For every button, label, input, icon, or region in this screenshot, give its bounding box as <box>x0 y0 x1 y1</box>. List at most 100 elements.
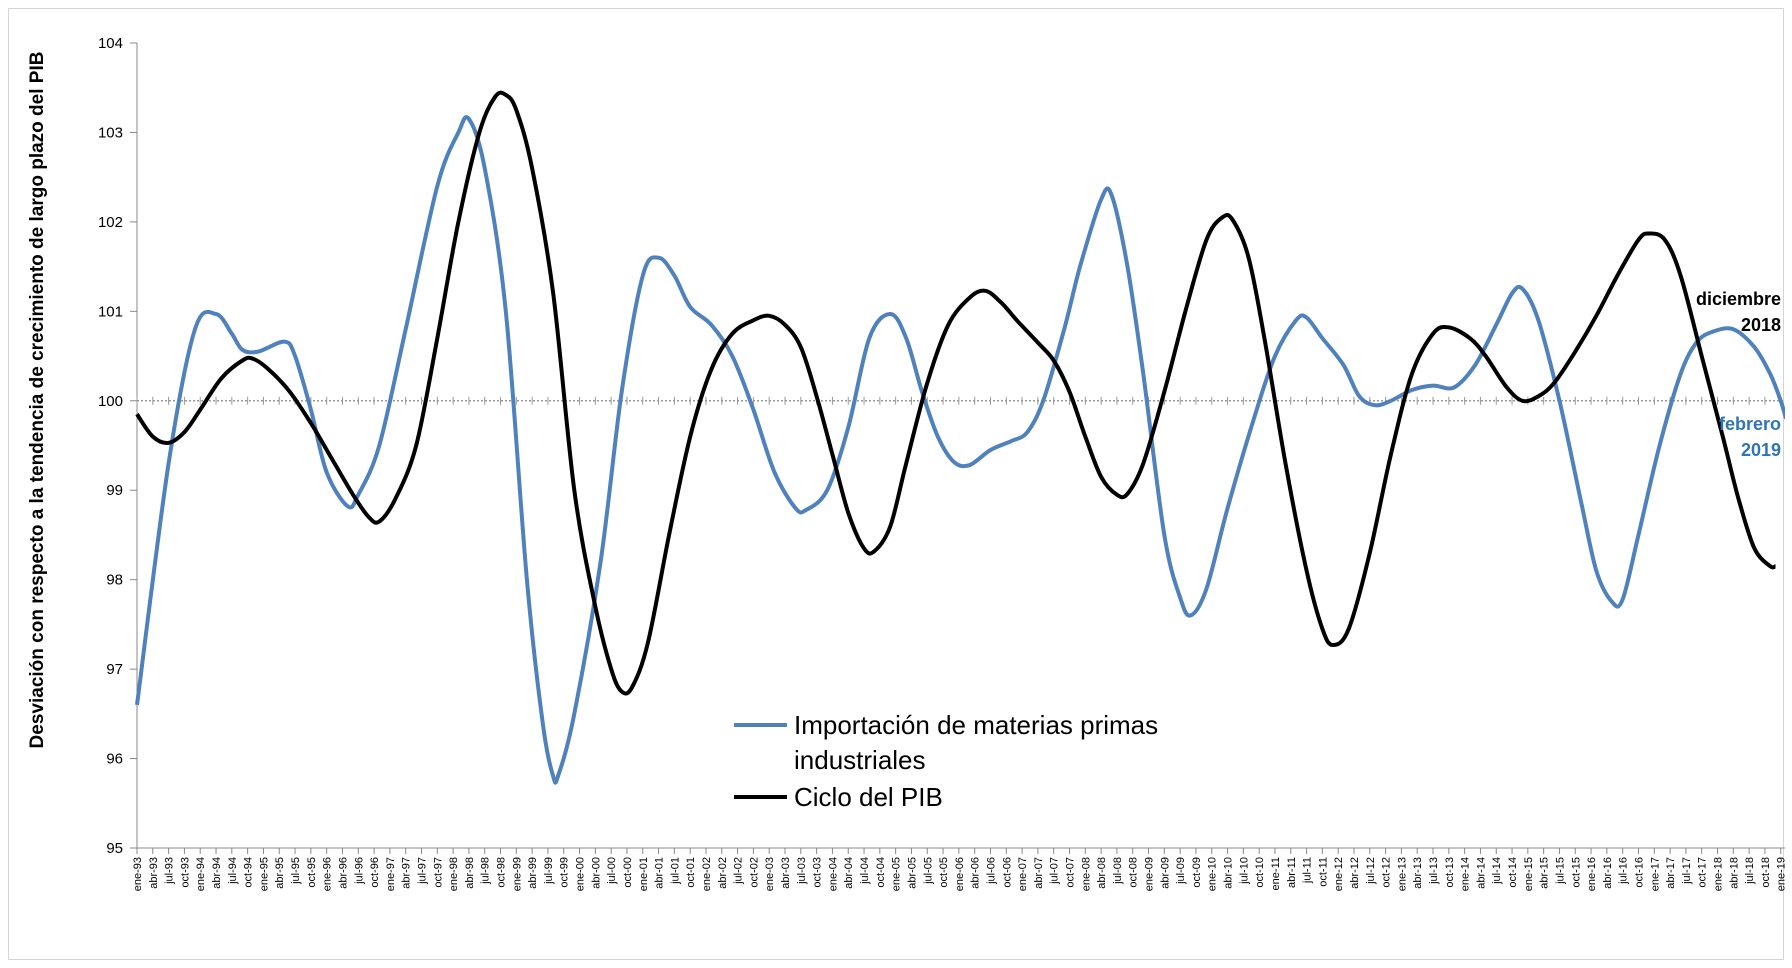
x-tick-label: oct-06 <box>1001 857 1013 888</box>
x-tick-label: oct-16 <box>1633 857 1645 888</box>
y-tick-label: 98 <box>106 572 123 589</box>
x-tick-label: abr-12 <box>1349 857 1361 889</box>
x-tick-label: ene-17 <box>1649 857 1661 891</box>
chart-frame: 95 96 97 98 99 100 101 102 103 104 ene-93 abr-93 ju… <box>8 8 1785 960</box>
x-tick-label: jul-96 <box>353 857 365 885</box>
x-tick-label: oct-99 <box>559 857 571 888</box>
x-tick-label: oct-05 <box>938 857 950 888</box>
x-tick-label: ene-00 <box>575 857 587 891</box>
x-tick-label: ene-98 <box>448 857 460 891</box>
legend-label-importacion: Importación de materias primas <box>794 710 1158 740</box>
x-tick-label: ene-08 <box>1080 857 1092 891</box>
x-tick-label: abr-93 <box>148 857 160 889</box>
annotation-febrero: febrero <box>1719 414 1781 434</box>
y-tick-label: 99 <box>106 482 123 499</box>
x-tick-label: abr-16 <box>1602 857 1614 889</box>
x-tick-label: jul-11 <box>1302 857 1314 884</box>
x-tick-label: jul-02 <box>733 857 745 885</box>
y-axis-title: Desviación con respecto a la tendencia d… <box>27 52 48 749</box>
y-tick-label: 100 <box>98 393 123 410</box>
x-tick-label: jul-04 <box>859 857 871 885</box>
x-tick-label: ene-18 <box>1713 857 1725 891</box>
x-tick-label: jul-14 <box>1491 857 1503 885</box>
x-tick-label: jul-12 <box>1365 857 1377 885</box>
x-tick-label: oct-07 <box>1065 857 1077 888</box>
x-tick-label: abr-00 <box>590 857 602 889</box>
x-tick-label: ene-12 <box>1333 857 1345 891</box>
x-tick-label: abr-99 <box>527 857 539 889</box>
x-tick-label: oct-94 <box>243 857 255 888</box>
y-tick-label: 103 <box>98 124 123 141</box>
x-tick-label: oct-12 <box>1381 857 1393 888</box>
line-chart: 95 96 97 98 99 100 101 102 103 104 ene-93 abr-93 ju… <box>27 35 1785 891</box>
x-tick-label: oct-95 <box>306 857 318 888</box>
series-lines <box>135 90 1785 785</box>
x-tick-label: abr-96 <box>337 857 349 889</box>
x-tick-label: jul-97 <box>416 857 428 885</box>
x-tick-label: jul-98 <box>480 857 492 885</box>
x-tick-label: jul-03 <box>796 857 808 885</box>
x-tick-label: jul-95 <box>290 857 302 885</box>
x-tick-label: abr-13 <box>1412 857 1424 889</box>
y-tick-label: 102 <box>98 214 123 231</box>
x-tick-label: ene-14 <box>1460 857 1472 891</box>
annotation-2019: 2019 <box>1741 440 1781 460</box>
x-tick-label: jul-08 <box>1112 857 1124 885</box>
series-line-ciclo-pib <box>135 90 1777 696</box>
x-tick-label: abr-10 <box>1223 857 1235 889</box>
x-tick-label: jul-16 <box>1618 857 1630 885</box>
x-tick-label: jul-15 <box>1554 857 1566 885</box>
x-tick-label: abr-02 <box>717 857 729 889</box>
annotation-diciembre-2018: diciembre 2018 <box>1696 289 1781 335</box>
x-tick-label: abr-11 <box>1286 857 1298 888</box>
x-tick-label: abr-17 <box>1665 857 1677 889</box>
x-tick-label: ene-09 <box>1144 857 1156 891</box>
x-tick-label: jul-01 <box>669 857 681 885</box>
x-tick-label: ene-11 <box>1270 857 1282 890</box>
x-tick-label: ene-07 <box>1017 857 1029 891</box>
x-tick-label: abr-18 <box>1728 857 1740 889</box>
x-tick-label: oct-04 <box>875 857 887 888</box>
x-tick-label: jul-00 <box>606 857 618 885</box>
x-tick-label: jul-07 <box>1049 857 1061 885</box>
annotation-diciembre: diciembre <box>1696 289 1781 309</box>
x-tick-label: abr-04 <box>843 857 855 889</box>
x-tick-label: abr-94 <box>211 857 223 889</box>
x-tick-label: oct-93 <box>179 857 191 888</box>
x-tick-label: ene-13 <box>1396 857 1408 891</box>
x-tick-label: oct-96 <box>369 857 381 888</box>
x-tick-label: ene-10 <box>1207 857 1219 891</box>
x-tick-label: ene-99 <box>511 857 523 891</box>
legend-label-ciclo-pib: Ciclo del PIB <box>794 782 943 812</box>
x-tick-label: oct-01 <box>685 857 697 888</box>
x-tick-label: ene-02 <box>701 857 713 891</box>
x-tick-label: oct-97 <box>432 857 444 888</box>
x-tick-label: ene-97 <box>385 857 397 891</box>
x-tick-label: abr-08 <box>1096 857 1108 889</box>
y-tick-label: 104 <box>98 35 123 52</box>
x-tick-label: oct-02 <box>748 857 760 888</box>
x-tick-label: oct-98 <box>496 857 508 888</box>
x-tick-label: ene-94 <box>195 857 207 891</box>
x-tick-label: ene-04 <box>827 857 839 891</box>
x-tick-label: oct-13 <box>1444 857 1456 888</box>
x-tick-label: abr-05 <box>906 857 918 889</box>
reference-line-100 <box>136 396 1785 405</box>
legend-label-importacion-cont: industriales <box>794 745 926 775</box>
x-tick-label: ene-95 <box>258 857 270 891</box>
x-tick-label: ene-05 <box>891 857 903 891</box>
x-tick-label: ene-03 <box>764 857 776 891</box>
x-tick-label: abr-07 <box>1033 857 1045 889</box>
x-tick-label: oct-10 <box>1254 857 1266 888</box>
x-tick-label: jul-94 <box>227 857 239 885</box>
x-tick-label: abr-06 <box>970 857 982 889</box>
x-tick-label: abr-14 <box>1475 857 1487 889</box>
x-tick-label: jul-05 <box>922 857 934 885</box>
x-tick-label: oct-03 <box>812 857 824 888</box>
x-tick-label: oct-14 <box>1507 857 1519 888</box>
x-tick-label: jul-06 <box>985 857 997 885</box>
x-tick-label: oct-00 <box>622 857 634 888</box>
x-tick-label: abr-98 <box>464 857 476 889</box>
y-tick-label: 101 <box>98 303 123 320</box>
annotation-febrero-2019: febrero 2019 <box>1719 414 1781 460</box>
